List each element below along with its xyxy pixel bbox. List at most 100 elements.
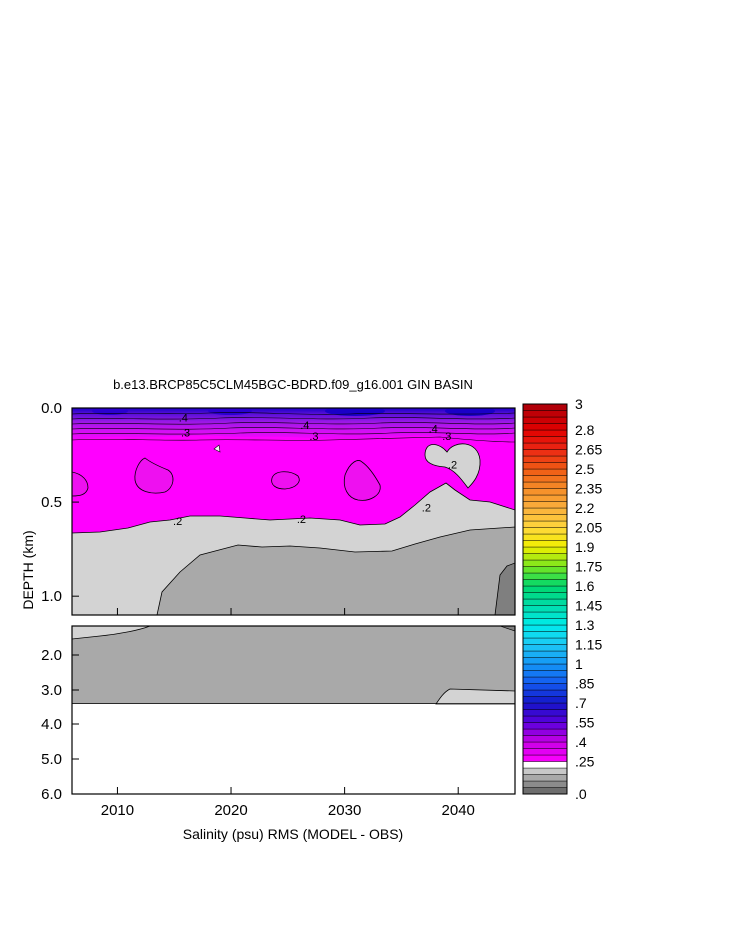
- colorbar-swatch: [522, 754, 568, 762]
- colorbar-swatch: [522, 637, 568, 645]
- colorbar-swatch: [522, 787, 568, 795]
- region-mid-gray-lower: [72, 626, 515, 704]
- colorbar-swatch: [522, 579, 568, 587]
- colorbar-swatch: [522, 670, 568, 678]
- colorbar-swatch: [522, 644, 568, 652]
- x-tick-label: 2010: [101, 802, 134, 819]
- colorbar-swatch: [522, 566, 568, 574]
- colorbar-swatch: [522, 572, 568, 580]
- colorbar-swatch: [522, 501, 568, 509]
- y-tick-label: 5.0: [41, 751, 62, 768]
- colorbar-tick-label: 1.6: [575, 578, 595, 594]
- y-axis-label: DEPTH (km): [20, 530, 36, 609]
- colorbar-tick-label: 2.5: [575, 461, 595, 477]
- colorbar-swatch: [522, 618, 568, 626]
- colorbar-swatch: [522, 774, 568, 782]
- contour-label: .4: [429, 424, 438, 436]
- region-gray-bubble: [424, 443, 481, 489]
- colorbar-swatch: [522, 780, 568, 788]
- colorbar-tick-label: 2.65: [575, 442, 602, 458]
- colorbar-swatch: [522, 410, 568, 418]
- colorbar-tick-label: 1.75: [575, 559, 602, 575]
- colorbar-swatch: [522, 657, 568, 665]
- y-tick-label: 0.5: [41, 494, 62, 511]
- colorbar-swatch: [522, 481, 568, 489]
- colorbar-swatch: [522, 436, 568, 444]
- colorbar-tick-labels: 3 2.8 2.65 2.5 2.35 2.2 2.05 1.9 1.75 1.6 1.45 1.3 1…: [575, 396, 602, 802]
- region-mid-gray-upper: [156, 526, 515, 615]
- colorbar-tick-label: .4: [575, 734, 587, 750]
- colorbar-swatch: [522, 475, 568, 483]
- colorbar-swatch: [522, 611, 568, 619]
- colorbar-swatch: [522, 696, 568, 704]
- colorbar-swatch: [522, 598, 568, 606]
- contour-label: .4: [300, 420, 309, 432]
- region-dark-gray-corner: [494, 562, 515, 615]
- colorbar-tick-label: .25: [575, 754, 595, 770]
- colorbar-swatch: [522, 455, 568, 463]
- y-tick-label: 1.0: [41, 588, 62, 605]
- y-tick-label: 6.0: [41, 786, 62, 803]
- x-axis-label: Salinity (psu) RMS (MODEL - OBS): [183, 826, 403, 842]
- contour-label: .3: [309, 431, 318, 443]
- colorbar-tick-label: .0: [575, 786, 587, 802]
- colorbar-frame: [522, 403, 568, 795]
- colorbar-tick-label: 2.35: [575, 481, 602, 497]
- region-deep-blue-blob: [208, 408, 252, 415]
- y-tick-label: 0.0: [41, 400, 62, 417]
- x-tick-label: 2040: [442, 802, 475, 819]
- contour-label: .3: [442, 431, 451, 443]
- y-axis-upper: 0.0 0.5 1.0: [41, 400, 79, 605]
- colorbar-swatch: [522, 520, 568, 528]
- y-axis-lower: 2.0 3.0 4.0 5.0 6.0: [41, 647, 79, 803]
- colorbar-swatch: [522, 624, 568, 632]
- colorbar-swatch: [522, 585, 568, 593]
- colorbar-swatch: [522, 689, 568, 697]
- colorbar-swatch: [522, 702, 568, 710]
- colorbar-tick-label: 2.8: [575, 422, 595, 438]
- upper-panel-frame: [71, 407, 516, 616]
- colorbar-tick-label: 2.2: [575, 500, 595, 516]
- colorbar-swatch: [522, 559, 568, 567]
- contour-label: .2: [173, 516, 182, 528]
- colorbar-tick-label: 2.05: [575, 520, 602, 536]
- x-tick-label: 2030: [328, 802, 361, 819]
- colorbar-swatch: [522, 663, 568, 671]
- y-tick-label: 2.0: [41, 647, 62, 664]
- region-white-spot: [213, 444, 221, 453]
- x-axis: 2010 2020 2030 2040: [101, 608, 475, 819]
- colorbar: [522, 403, 568, 795]
- contour-label: .2: [448, 459, 457, 471]
- y-tick-label: 4.0: [41, 716, 62, 733]
- contour-labels: .4.3.4.3.4.3.2.2.2.2: [173, 412, 457, 528]
- colorbar-swatch: [522, 709, 568, 717]
- contour-label: .3: [181, 427, 190, 439]
- chart-title: b.e13.BRCP85C5CLM45BGC-BDRD.f09_g16.001 …: [113, 377, 473, 392]
- colorbar-tick-label: 1.45: [575, 598, 602, 614]
- colorbar-swatch: [522, 494, 568, 502]
- colorbar-swatch: [522, 767, 568, 775]
- region-magenta: [72, 408, 515, 534]
- colorbar-swatch: [522, 514, 568, 522]
- colorbar-swatch: [522, 442, 568, 450]
- contour-label: .2: [422, 503, 431, 515]
- colorbar-swatch: [522, 468, 568, 476]
- colorbar-tick-label: 3: [575, 396, 583, 412]
- colorbar-tick-label: .85: [575, 676, 595, 692]
- contour-lines-top: [72, 412, 515, 443]
- colorbar-swatch: [522, 449, 568, 457]
- colorbar-swatch: [522, 728, 568, 736]
- x-tick-label: 2020: [214, 802, 247, 819]
- contour-lines-inner: [72, 457, 381, 501]
- colorbar-swatch: [522, 546, 568, 554]
- colorbar-swatch: [522, 423, 568, 431]
- colorbar-swatch: [522, 605, 568, 613]
- colorbar-swatch: [522, 650, 568, 658]
- lower-panel-frame: [71, 625, 516, 795]
- colorbar-swatch: [522, 683, 568, 691]
- region-light-gray-lower-right: [435, 688, 515, 705]
- colorbar-tick-label: .7: [575, 695, 587, 711]
- colorbar-swatch: [522, 540, 568, 548]
- colorbar-tick-label: 1: [575, 656, 583, 672]
